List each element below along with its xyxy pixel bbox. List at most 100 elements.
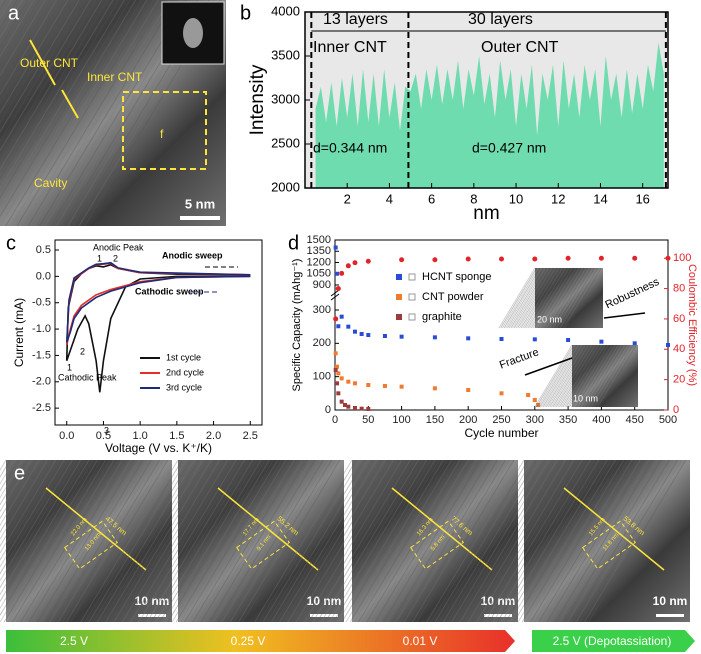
texture	[540, 344, 580, 408]
texture	[588, 459, 687, 623]
texture	[547, 344, 586, 408]
texture	[12, 459, 111, 623]
texture	[167, 459, 266, 623]
texture	[395, 459, 494, 623]
texture	[0, 459, 69, 575]
texture	[0, 0, 120, 199]
texture	[0, 0, 69, 114]
texture	[0, 459, 94, 617]
texture	[109, 459, 208, 623]
point	[334, 364, 339, 369]
texture	[522, 267, 560, 329]
texture	[590, 344, 629, 408]
measure-box	[64, 520, 118, 570]
texture	[555, 459, 654, 623]
texture	[275, 459, 374, 623]
texture	[509, 459, 608, 623]
x-tick-label: 300	[526, 414, 544, 426]
texture	[542, 459, 641, 623]
texture	[101, 459, 200, 623]
scale-bar	[180, 216, 220, 220]
texture	[105, 459, 204, 623]
texture	[559, 267, 597, 329]
texture	[564, 344, 603, 408]
texture	[583, 344, 622, 408]
y2-tick-label: 0	[673, 404, 679, 416]
texture	[378, 459, 477, 623]
texture	[559, 459, 658, 623]
annotation: 30 layers	[468, 11, 533, 28]
cv-curve	[65, 261, 251, 343]
point	[345, 263, 351, 269]
y-tick-label: -1.5	[32, 349, 51, 361]
legend-label: CNT powder	[422, 291, 484, 303]
point	[599, 339, 604, 344]
texture	[572, 344, 611, 408]
texture	[70, 459, 169, 623]
texture	[0, 459, 86, 603]
annotation: d=0.344 nm	[313, 140, 387, 156]
texture	[550, 344, 589, 408]
texture	[588, 344, 627, 408]
texture	[84, 459, 183, 623]
texture	[459, 459, 558, 623]
point	[365, 258, 371, 264]
stage-label: 0.25 V	[231, 634, 266, 648]
point	[339, 314, 344, 319]
texture	[270, 459, 370, 623]
texture	[358, 459, 457, 623]
texture	[567, 459, 666, 623]
texture	[53, 459, 152, 623]
texture	[0, 0, 125, 209]
texture	[562, 344, 601, 408]
tem-image	[352, 460, 518, 622]
texture	[383, 459, 482, 623]
texture	[0, 459, 90, 610]
texture	[575, 459, 674, 623]
point	[339, 399, 344, 404]
y-tick-label: 2500	[271, 135, 300, 150]
texture	[554, 267, 592, 329]
x-tick-label: 0	[332, 414, 338, 426]
label: f	[160, 127, 164, 141]
annotation: Anodic sweep	[162, 250, 223, 260]
peak-label: 2	[80, 346, 85, 356]
x-tick-label: 12	[551, 191, 565, 206]
texture	[556, 267, 594, 329]
stage-label: 0.01 V	[403, 634, 438, 648]
x-tick-label: 400	[592, 414, 610, 426]
scale-bar	[484, 614, 512, 617]
texture	[229, 459, 328, 623]
texture	[554, 344, 593, 408]
texture	[0, 0, 40, 67]
texture	[539, 344, 578, 408]
point	[352, 329, 357, 334]
point	[333, 351, 338, 356]
texture	[217, 459, 316, 623]
x-tick-label: 200	[459, 414, 477, 426]
texture	[341, 459, 440, 623]
point	[342, 403, 347, 407]
texture	[567, 344, 606, 408]
texture	[16, 0, 153, 227]
texture	[0, 459, 28, 506]
voltage-arrow	[6, 630, 515, 652]
texture	[451, 459, 550, 623]
y-tick-label: 4000	[271, 3, 300, 18]
texture	[517, 267, 555, 329]
y-tick-label: 900	[313, 279, 331, 291]
y2-tick-label: 20	[673, 374, 685, 386]
axis-break	[330, 293, 340, 301]
texture	[585, 344, 624, 408]
texture	[0, 0, 52, 86]
legend-swatch	[396, 314, 402, 320]
texture	[565, 344, 604, 408]
measure-line	[217, 487, 319, 571]
texture	[0, 459, 73, 582]
annotation: Robustness	[603, 276, 661, 312]
point	[382, 384, 387, 388]
texture	[513, 459, 612, 623]
panel-letter: d	[288, 232, 299, 254]
point	[352, 260, 358, 266]
texture	[501, 267, 539, 329]
